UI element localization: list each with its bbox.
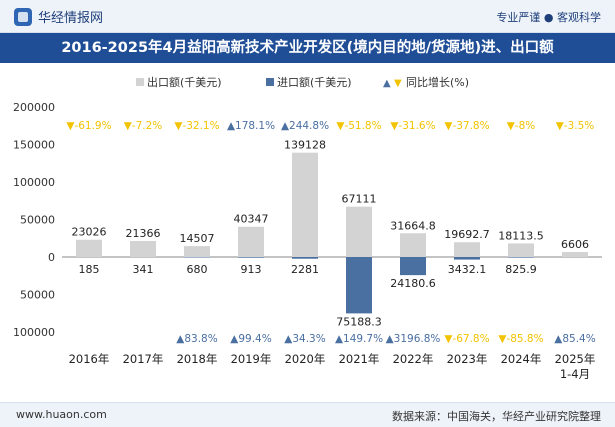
export-growth-label: ▼-51.8%	[336, 120, 381, 132]
import-growth-label: ▲34.3%	[284, 333, 325, 345]
y-tick-label: 100000	[13, 176, 55, 189]
export-value-label: 23026	[72, 226, 107, 239]
export-bar	[130, 240, 156, 257]
export-bar	[454, 242, 480, 257]
x-category-label: 2021年	[339, 352, 380, 366]
x-category-label: 2017年	[123, 352, 164, 366]
import-value-label: 24180.6	[390, 277, 436, 290]
y-tick-label: 50000	[20, 214, 55, 227]
chart-title: 2016-2025年4月益阳高新技术产业开发区(境内目的地/货源地)进、出口额	[0, 33, 615, 63]
export-growth-label: ▼-8%	[507, 120, 536, 132]
export-bar	[184, 246, 210, 257]
import-growth-label: ▲3196.8%	[386, 333, 441, 345]
bar-chart: 出口额(千美元) 进口额(千美元) ▲ ▼ 同比增长(%) 200000 150000 100…	[13, 75, 602, 381]
import-bar	[508, 257, 534, 258]
export-growth-label: ▼-7.2%	[124, 120, 163, 132]
export-value-label: 31664.8	[390, 219, 436, 232]
import-growth-label: ▼-85.8%	[498, 333, 543, 345]
y-tick-label: 150000	[13, 139, 55, 152]
export-growth-label: ▼-32.1%	[174, 120, 219, 132]
brand-name: 华经情报网	[38, 11, 104, 26]
export-bar	[238, 226, 264, 257]
export-value-label: 19692.7	[444, 228, 490, 241]
export-growth-label: ▼-31.6%	[390, 120, 435, 132]
x-category-label: 2022年	[393, 352, 434, 366]
x-category-label: 2023年	[447, 352, 488, 366]
y-tick-label: 200000	[13, 101, 55, 114]
legend-export-swatch	[136, 78, 144, 86]
export-bar	[400, 233, 426, 257]
import-bar	[400, 257, 426, 276]
y-tick-label: 0	[48, 251, 55, 264]
export-growth-label: ▼-61.9%	[66, 120, 111, 132]
footer: www.huaon.com 数据来源：中国海关，华经产业研究院整理	[0, 402, 615, 427]
export-bar	[292, 152, 318, 257]
x-category-label: 2024年	[501, 352, 542, 366]
export-value-label: 139128	[284, 139, 326, 152]
export-bar	[508, 243, 534, 257]
export-bar	[76, 239, 102, 257]
x-category-label: 2016年	[69, 352, 110, 366]
brand-logo-icon	[14, 7, 32, 26]
top-bar: 华经情报网 专业严谨 ● 客观科学	[0, 0, 615, 33]
import-bar	[184, 257, 210, 258]
export-value-label: 40347	[234, 213, 269, 226]
import-growth-label: ▲99.4%	[230, 333, 271, 345]
legend-export-label: 出口额(千美元)	[147, 75, 222, 89]
import-growth-label: ▼-67.8%	[444, 333, 489, 345]
legend-import-label: 进口额(千美元)	[277, 76, 352, 89]
export-value-label: 14507	[180, 232, 215, 245]
import-bar	[238, 257, 264, 258]
import-growth-label: ▲85.4%	[554, 333, 595, 345]
x-category-label: 2020年	[285, 352, 326, 366]
import-value-label: 75188.3	[336, 315, 382, 328]
footer-url: www.huaon.com	[16, 408, 107, 421]
import-growth-label: ▲83.8%	[176, 333, 217, 345]
y-tick-label: 50000	[20, 289, 55, 302]
import-bar	[346, 257, 372, 314]
x-category-label: 2025年	[555, 352, 596, 366]
footer-source: 数据来源：中国海关，华经产业研究院整理	[392, 410, 601, 423]
import-bar	[454, 257, 480, 260]
import-bar	[292, 257, 318, 259]
export-bar	[562, 252, 588, 257]
legend-growth-down-icon: ▼	[394, 78, 402, 89]
tagline: 专业严谨 ● 客观科学	[496, 11, 601, 24]
export-growth-label: ▼-37.8%	[444, 120, 489, 132]
x-category-label: 1-4月	[560, 367, 590, 381]
export-bar	[346, 206, 372, 257]
y-tick-label: 100000	[13, 326, 55, 339]
export-value-label: 6606	[561, 238, 589, 251]
export-value-label: 21366	[126, 227, 161, 240]
import-value-label: 913	[241, 263, 262, 276]
import-value-label: 825.9	[505, 263, 537, 276]
brand: 华经情报网	[14, 7, 103, 26]
legend-import-swatch	[266, 78, 274, 86]
import-value-label: 185	[79, 263, 100, 276]
export-value-label: 18113.5	[498, 229, 544, 242]
legend-growth-label: 同比增长(%)	[406, 75, 469, 89]
export-growth-label: ▲178.1%	[227, 120, 275, 132]
import-value-label: 2281	[291, 263, 319, 276]
export-growth-label: ▼-3.5%	[556, 120, 595, 132]
export-growth-label: ▲244.8%	[281, 120, 329, 132]
import-growth-label: ▲149.7%	[335, 333, 383, 345]
import-value-label: 3432.1	[448, 263, 487, 276]
x-category-label: 2018年	[177, 352, 218, 366]
import-value-label: 341	[133, 263, 154, 276]
legend-growth-up-icon: ▲	[383, 78, 391, 89]
x-category-label: 2019年	[231, 352, 272, 366]
import-value-label: 680	[187, 263, 208, 276]
export-value-label: 67111	[342, 193, 377, 206]
